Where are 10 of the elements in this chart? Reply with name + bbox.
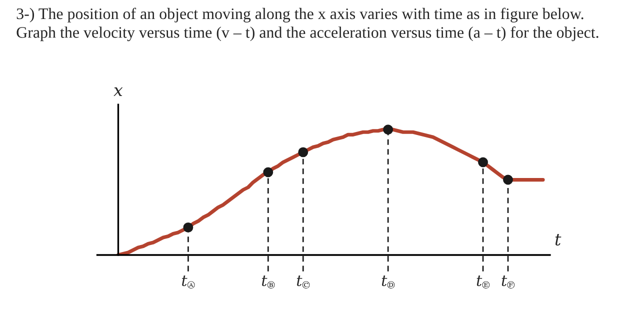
x-tick-label: t$_{Ⓓ}$ bbox=[382, 276, 395, 289]
x-tick-label: t$_{Ⓐ}$ bbox=[182, 276, 195, 289]
x-axis-title: t bbox=[555, 234, 562, 246]
y-axis-title: x bbox=[114, 87, 123, 96]
x-tick-label: t$_{Ⓔ}$ bbox=[476, 276, 490, 289]
x-tick-label: t$_{Ⓕ}$ bbox=[502, 276, 515, 289]
x-tick-label: t$_{Ⓑ}$ bbox=[262, 276, 275, 289]
chart-subtitle: Graph the velocity versus time (v – t) and the acceleration versus time (a – t) for the object. bbox=[16, 26, 598, 42]
x-tick-label: t$_{Ⓒ}$ bbox=[296, 276, 310, 289]
chart-title: 3-) The position of an object moving along the x axis varies with time as in figure below. bbox=[16, 8, 584, 22]
